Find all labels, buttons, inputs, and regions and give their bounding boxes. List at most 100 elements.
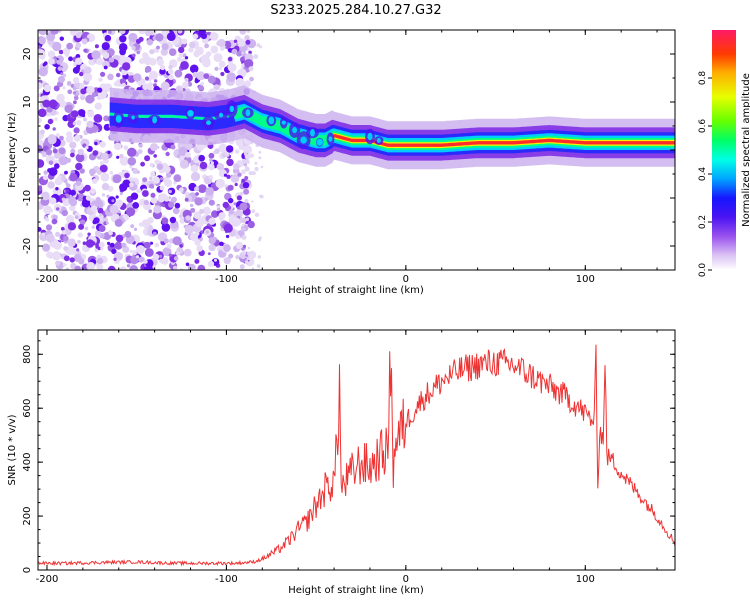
noise-speckle xyxy=(159,258,164,264)
noise-speckle xyxy=(222,201,229,209)
noise-speckle xyxy=(75,153,85,163)
noise-speckle xyxy=(61,158,66,163)
noise-speckle xyxy=(49,197,57,205)
noise-speckle xyxy=(241,51,244,55)
noise-speckle xyxy=(99,161,104,166)
noise-speckle xyxy=(235,255,240,260)
noise-speckle xyxy=(166,32,176,41)
noise-speckle xyxy=(245,217,250,222)
ridge-blob-core xyxy=(300,136,307,144)
noise-speckle xyxy=(190,207,196,213)
noise-speckle xyxy=(119,78,127,85)
noise-speckle xyxy=(228,197,234,204)
noise-speckle xyxy=(187,263,196,270)
noise-speckle xyxy=(224,184,228,188)
noise-speckle xyxy=(259,194,264,199)
noise-speckle xyxy=(72,86,77,91)
noise-speckle xyxy=(83,117,88,122)
noise-speckle xyxy=(132,168,138,174)
noise-speckle xyxy=(38,67,48,77)
noise-speckle xyxy=(235,241,243,250)
noise-speckle xyxy=(74,215,79,220)
noise-speckle xyxy=(109,205,119,215)
noise-speckle xyxy=(107,73,114,81)
noise-speckle xyxy=(132,202,140,209)
noise-speckle xyxy=(45,217,50,222)
x-tick-label: 100 xyxy=(576,574,595,585)
noise-speckle xyxy=(71,110,79,118)
noise-speckle xyxy=(72,91,76,95)
noise-speckle xyxy=(52,127,56,131)
noise-speckle xyxy=(38,117,42,124)
noise-speckle xyxy=(114,218,123,227)
noise-speckle xyxy=(160,48,168,56)
noise-speckle xyxy=(214,66,219,71)
y-tick-label: 0 xyxy=(22,567,33,573)
noise-speckle xyxy=(136,245,145,254)
noise-speckle xyxy=(123,145,129,151)
noise-speckle xyxy=(73,127,80,134)
noise-speckle xyxy=(241,178,245,183)
noise-speckle xyxy=(205,230,209,234)
noise-speckle xyxy=(80,88,87,95)
noise-speckle xyxy=(68,196,77,205)
noise-speckle xyxy=(113,257,117,261)
noise-speckle xyxy=(43,170,48,175)
noise-speckle xyxy=(244,59,254,69)
noise-speckle xyxy=(189,203,194,208)
noise-speckle xyxy=(99,141,106,148)
noise-speckle xyxy=(143,259,148,264)
noise-speckle xyxy=(58,49,64,55)
noise-speckle xyxy=(199,161,208,170)
noise-speckle xyxy=(240,217,247,224)
noise-speckle xyxy=(226,72,236,82)
noise-speckle xyxy=(245,39,251,45)
noise-speckle xyxy=(119,48,126,56)
noise-speckle xyxy=(119,30,126,35)
noise-speckle xyxy=(148,209,152,213)
noise-speckle xyxy=(254,161,258,165)
noise-speckle xyxy=(223,173,228,177)
noise-speckle xyxy=(45,149,53,156)
noise-speckle xyxy=(75,57,83,65)
noise-speckle xyxy=(41,191,50,201)
noise-speckle xyxy=(126,264,131,268)
noise-speckle xyxy=(60,226,65,231)
ridge-blob-core xyxy=(281,120,286,125)
noise-speckle xyxy=(208,199,215,206)
noise-speckle xyxy=(179,244,183,248)
noise-speckle xyxy=(152,265,156,269)
noise-speckle xyxy=(189,41,196,49)
noise-speckle xyxy=(82,241,87,245)
noise-speckle xyxy=(170,144,176,150)
noise-speckle xyxy=(38,159,45,168)
ridge-blob-core xyxy=(206,120,211,125)
noise-speckle xyxy=(194,258,200,264)
noise-speckle xyxy=(85,145,89,150)
noise-speckle xyxy=(67,104,73,110)
noise-speckle xyxy=(220,46,225,51)
noise-speckle xyxy=(69,173,78,182)
noise-speckle xyxy=(70,248,78,256)
noise-speckle xyxy=(75,180,82,187)
noise-speckle xyxy=(216,163,225,171)
noise-speckle xyxy=(66,157,72,163)
colorbar-ticks: 0.0 0.2 0.4 0.6 0.8 xyxy=(698,71,712,277)
noise-speckle xyxy=(161,43,169,51)
noise-speckle xyxy=(208,175,213,180)
noise-speckle xyxy=(182,81,189,89)
noise-speckle xyxy=(54,117,58,121)
noise-speckle xyxy=(102,60,110,69)
noise-speckle xyxy=(133,227,138,231)
noise-speckle xyxy=(196,71,206,81)
noise-speckle xyxy=(161,223,171,232)
noise-speckle xyxy=(156,145,160,149)
noise-speckle xyxy=(77,239,81,244)
noise-speckle xyxy=(150,241,154,245)
noise-speckle xyxy=(220,71,225,77)
noise-speckle xyxy=(50,30,59,35)
noise-speckle xyxy=(111,199,115,203)
noise-speckle xyxy=(223,244,231,252)
noise-speckle xyxy=(208,244,216,252)
